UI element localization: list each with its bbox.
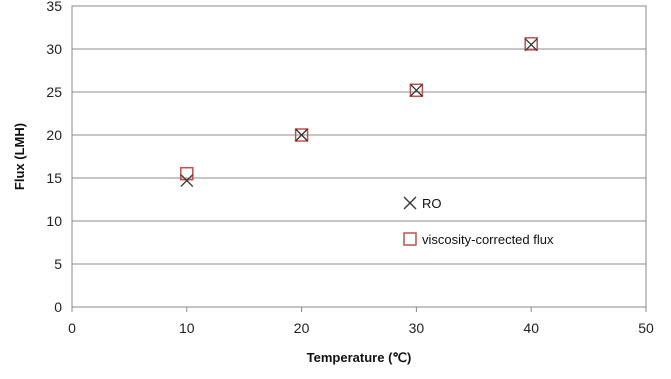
data-point-viscosity-corrected-flux [409,83,424,98]
legend-square-marker-icon [403,232,417,246]
y-tick-label: 15 [46,170,62,186]
y-tick-label: 0 [54,299,62,315]
x-tick-label: 30 [409,320,425,336]
legend-label-ro: RO [422,196,442,211]
x-axis-title: Temperature (℃) [307,350,412,365]
legend-x-marker [403,196,417,210]
legend-item-ro: RO [403,196,442,211]
data-point-ro [524,38,538,52]
legend: RO viscosity-corrected flux [403,196,554,247]
y-tick-label: 10 [46,213,62,229]
y-tick-label: 25 [46,84,62,100]
y-tick-label: 35 [46,0,62,14]
data-point-ro [180,174,194,188]
data-point-viscosity-corrected-flux [294,128,309,142]
x-tick-label: 0 [68,320,76,336]
tick-labels: 0 5 10 15 20 25 30 35 0 10 20 30 40 50 [46,0,654,336]
x-tick-label: 40 [523,320,539,336]
y-tick-label: 5 [54,256,62,272]
y-tick-label: 30 [46,41,62,57]
legend-label-viscosity-corrected-flux: viscosity-corrected flux [422,232,554,247]
data-point-ro [409,83,423,97]
y-axis-title: Flux (LMH) [12,123,27,190]
data-point-ro [295,128,309,142]
y-tick-label: 20 [46,127,62,143]
x-tick-label: 50 [638,320,654,336]
plot-area-frame [71,5,647,308]
legend-square-marker [403,232,417,246]
x-tick-label: 20 [294,320,310,336]
legend-x-marker-icon [403,196,417,210]
legend-item-viscosity-corrected-flux: viscosity-corrected flux [403,232,554,247]
gridlines [72,5,646,308]
data-point-viscosity-corrected-flux [524,37,538,51]
data-markers [180,37,538,188]
x-tick-label: 10 [179,320,195,336]
